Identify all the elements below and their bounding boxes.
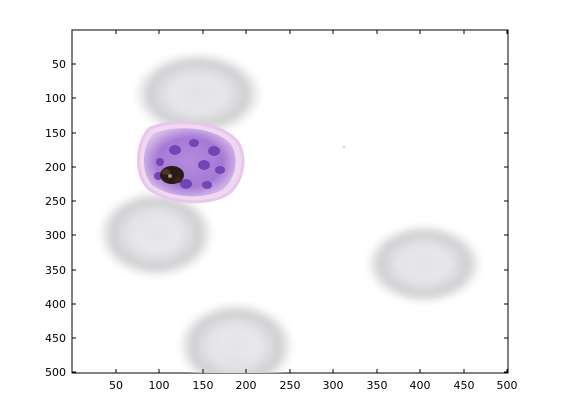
y-tick-label: 350	[45, 264, 66, 277]
parasite-nuclei	[154, 139, 225, 189]
x-tick-label: 400	[410, 379, 431, 392]
pigment	[160, 166, 184, 184]
y-tick-label: 200	[45, 161, 66, 174]
speck	[342, 145, 346, 149]
x-tick-label: 100	[149, 379, 170, 392]
image-content	[98, 52, 482, 373]
x-tick-label: 300	[323, 379, 344, 392]
x-tick-labels: 50 100 150 200 250 300 350 400 450 500	[109, 379, 518, 392]
x-tick-label: 200	[236, 379, 257, 392]
x-tick-label: 350	[367, 379, 388, 392]
x-tick-label: 450	[454, 379, 475, 392]
y-tick-label: 250	[45, 195, 66, 208]
y-tick-label: 400	[45, 298, 66, 311]
y-axis	[72, 63, 508, 373]
rbc-2	[98, 190, 214, 278]
y-tick-label: 450	[45, 332, 66, 345]
x-tick-label: 50	[109, 379, 123, 392]
rbc-4	[178, 302, 294, 373]
x-axis	[115, 30, 508, 373]
y-tick-label: 150	[45, 127, 66, 140]
x-tick-label: 150	[193, 379, 214, 392]
rbc-1	[134, 52, 262, 136]
y-tick-label: 500	[45, 366, 66, 379]
infected-cell	[136, 121, 245, 204]
y-tick-labels: 50 100 150 200 250 300 350 400 450 500	[45, 58, 66, 379]
y-tick-label: 300	[45, 229, 66, 242]
y-tick-label: 50	[52, 58, 66, 71]
x-tick-label: 500	[497, 379, 518, 392]
x-tick-label: 250	[280, 379, 301, 392]
rbc-3	[366, 224, 482, 304]
y-tick-label: 100	[45, 92, 66, 105]
